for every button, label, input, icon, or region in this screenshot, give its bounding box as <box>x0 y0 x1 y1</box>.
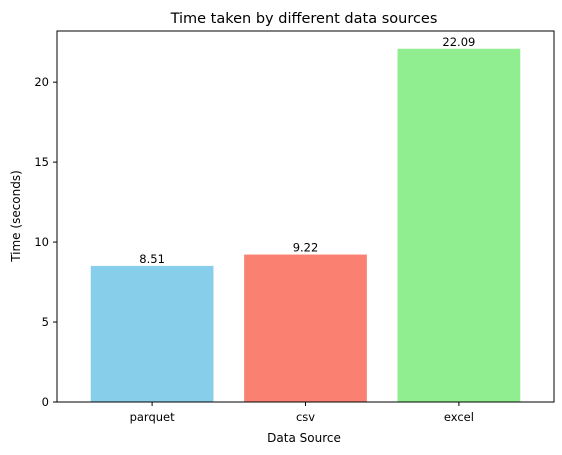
x-axis: parquet csv excel <box>130 402 474 424</box>
x-tick-label-excel: excel <box>444 410 474 424</box>
data-label-excel: 22.09 <box>442 35 475 49</box>
y-tick-label-10: 10 <box>34 235 49 249</box>
y-tick-label-20: 20 <box>34 75 49 89</box>
x-tick-label-parquet: parquet <box>130 410 176 424</box>
plot-frame <box>56 30 555 403</box>
bars-group <box>90 48 521 403</box>
data-label-parquet: 8.51 <box>139 252 165 266</box>
bar-parquet <box>90 265 214 402</box>
y-axis-label: Time (seconds) <box>9 170 23 263</box>
y-tick-label-5: 5 <box>42 315 49 329</box>
y-axis: 0 5 10 15 20 <box>34 75 57 409</box>
x-axis-label: Data Source <box>267 431 341 445</box>
bar-csv <box>244 254 367 402</box>
y-tick-label-0: 0 <box>42 395 49 409</box>
data-labels-group: 8.51 9.22 22.09 <box>139 35 475 266</box>
bar-excel <box>397 48 521 403</box>
chart-title: Time taken by different data sources <box>170 11 438 27</box>
data-label-csv: 9.22 <box>293 241 319 255</box>
x-tick-label-csv: csv <box>296 410 315 424</box>
y-tick-label-15: 15 <box>34 155 49 169</box>
